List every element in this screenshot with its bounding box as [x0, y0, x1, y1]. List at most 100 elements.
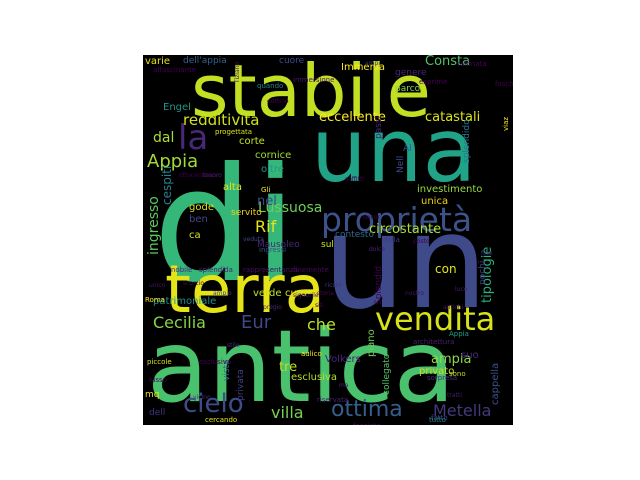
word: quando — [257, 82, 284, 90]
word: ingressi — [259, 246, 287, 254]
word: esprime — [419, 78, 448, 86]
word: storia — [317, 290, 334, 297]
word: contesto — [335, 230, 374, 240]
word: passi — [374, 115, 384, 139]
word: villa — [271, 403, 304, 422]
word: unica — [421, 196, 449, 207]
word: Splendid — [374, 265, 384, 305]
word: cornice — [255, 150, 292, 161]
word: ottima — [331, 397, 403, 422]
word: Roma — [145, 296, 165, 304]
word: siti — [315, 302, 324, 309]
word: architettura — [413, 338, 455, 346]
word: dell'appia — [183, 56, 227, 66]
word: parco — [395, 84, 421, 94]
word: Metella — [433, 401, 492, 420]
word: splendido — [462, 119, 472, 163]
word: riservata — [317, 396, 349, 404]
word: cielo — [183, 389, 244, 419]
word: eccellente — [319, 110, 386, 125]
word: Engel — [163, 102, 191, 113]
word: varie — [145, 56, 171, 67]
word: ampi — [365, 60, 380, 67]
word: investimento — [417, 184, 483, 195]
word: ingresso — [146, 196, 162, 255]
word: suo — [461, 350, 479, 361]
word: pregio — [263, 304, 282, 311]
word: di — [153, 134, 298, 318]
word: catastali — [425, 110, 481, 125]
word: rappresentanza — [243, 266, 298, 274]
word: progettata — [215, 128, 253, 136]
word: stile — [227, 342, 240, 349]
word: tre — [279, 360, 298, 375]
word: posto — [413, 238, 430, 245]
word: pochi — [478, 260, 488, 285]
word: Al — [403, 144, 412, 154]
word: servito — [231, 208, 262, 218]
word: decor — [363, 214, 380, 221]
word: splendida — [199, 266, 233, 274]
word: luce — [455, 286, 468, 293]
word: veduta — [243, 236, 264, 243]
word: nobile — [171, 266, 193, 274]
word: un — [323, 186, 488, 338]
word: Nell — [396, 155, 406, 173]
word: signorile — [293, 292, 319, 299]
word: proprietà — [321, 200, 473, 239]
word: circostante — [369, 222, 442, 237]
word: soffitti — [345, 176, 364, 183]
word: finemente — [293, 266, 329, 274]
word: vendita — [375, 300, 496, 338]
word: antichi — [443, 304, 464, 311]
word: ricchi — [325, 282, 342, 289]
word: sul — [321, 240, 334, 250]
word: raffinata — [457, 60, 487, 68]
word: privata — [236, 369, 246, 401]
word: tratti — [447, 392, 462, 399]
word: cura — [285, 288, 308, 299]
word: affascinante — [153, 66, 197, 74]
word: Immersa — [341, 62, 386, 73]
word: dell — [149, 408, 166, 418]
word: ampia — [431, 352, 472, 367]
word: cercando — [205, 416, 238, 424]
word: con — [435, 262, 457, 276]
word: Consta — [425, 55, 471, 69]
word: nel — [257, 194, 277, 209]
word: sono — [449, 370, 466, 378]
word: gode — [189, 202, 214, 213]
word: patrimoniale — [153, 296, 217, 307]
word: lusso — [149, 376, 167, 384]
word: Rif — [255, 217, 277, 236]
word: aulico — [301, 350, 322, 358]
word: Lussuosa — [258, 200, 323, 216]
word: foschi — [495, 80, 513, 88]
word: ma — [339, 382, 349, 389]
word: Eur — [241, 312, 272, 333]
word: cappella — [490, 362, 501, 405]
word: unico — [149, 282, 166, 289]
word: ca — [189, 230, 201, 241]
word: facciata — [353, 423, 381, 426]
word: viaz — [502, 116, 510, 131]
word: Volkers — [325, 354, 361, 365]
word: ben — [189, 214, 208, 225]
word: Appia — [449, 330, 469, 338]
word: edificio — [267, 98, 289, 105]
word: una — [311, 99, 477, 202]
word: cespiti — [160, 165, 174, 205]
word: oltre — [261, 164, 284, 175]
word: che — [307, 315, 336, 334]
word: dal — [153, 130, 175, 146]
word: verde — [253, 288, 282, 299]
word: sorpresa — [427, 374, 458, 382]
word: stabile — [191, 55, 431, 133]
word: ampio — [213, 290, 232, 297]
word: mq — [145, 390, 160, 400]
word: Appia — [147, 151, 199, 172]
word: fine — [481, 250, 493, 257]
word: Mausoleo — [257, 240, 300, 250]
word: Gli — [261, 186, 271, 194]
word: fatto — [431, 414, 448, 422]
